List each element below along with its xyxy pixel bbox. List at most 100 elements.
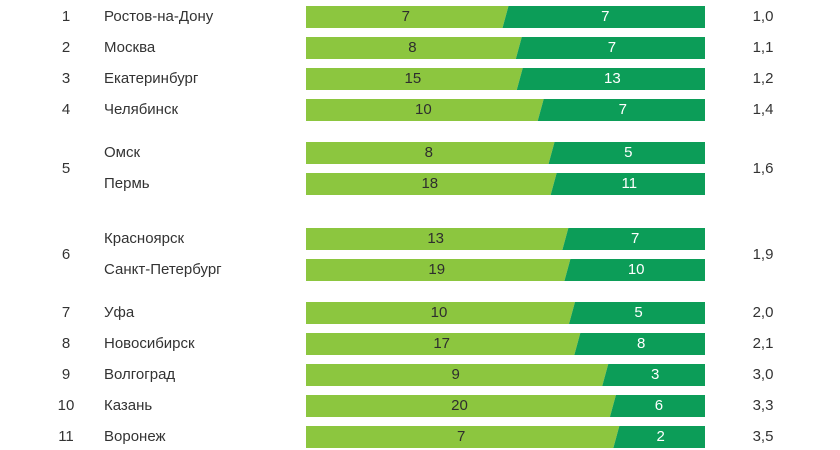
bar-segment-b <box>609 395 705 417</box>
bar-row <box>306 259 705 281</box>
bar-segment-b <box>537 99 705 121</box>
rank-number: 7 <box>61 304 71 321</box>
bar-row <box>306 99 705 121</box>
city-label: Казань <box>104 397 153 414</box>
bar-segment-a <box>306 6 509 28</box>
value-label-a: 13 <box>427 230 445 247</box>
ratio-value: 2,0 <box>752 304 774 321</box>
rank-number: 3 <box>61 70 71 87</box>
value-label-a: 10 <box>415 101 432 118</box>
value-label-b: 8 <box>636 335 646 352</box>
rank-number: 4 <box>61 101 71 118</box>
value-label-a: 7 <box>401 8 410 25</box>
bar-segment-b <box>548 142 705 164</box>
bar-segment-b <box>613 426 705 448</box>
value-label-b: 6 <box>654 397 664 414</box>
bar-segment-a <box>306 173 557 195</box>
bar-segment-b <box>602 364 705 386</box>
bar-segment-b <box>569 302 705 324</box>
value-label-b: 7 <box>607 39 617 56</box>
bar-segment-a <box>306 333 581 355</box>
value-label-b: 5 <box>634 304 643 321</box>
city-label: Пермь <box>104 175 150 192</box>
bar-segment-a <box>306 142 555 164</box>
bar-segment-a <box>306 259 571 281</box>
bar-segment-a <box>306 228 569 250</box>
bar-row <box>306 364 705 386</box>
bar-row <box>306 228 705 250</box>
city-label: Красноярск <box>104 230 185 247</box>
value-label-a: 9 <box>451 366 460 383</box>
rank-number: 6 <box>61 245 71 263</box>
bar-segment-b <box>502 6 705 28</box>
ratio-value: 1,1 <box>752 39 774 56</box>
value-label-a: 8 <box>424 144 433 161</box>
bar-segment-b <box>564 259 705 281</box>
bar-row <box>306 173 705 195</box>
city-label: Москва <box>104 39 156 56</box>
rank-number: 1 <box>61 8 71 25</box>
city-label: Ростов-на-Дону <box>104 8 214 25</box>
value-label-b: 5 <box>624 144 633 161</box>
bar-segment-b <box>515 37 705 59</box>
value-label-a: 17 <box>433 335 450 352</box>
city-label: Волгоград <box>104 366 176 383</box>
value-label-b: 3 <box>650 366 660 383</box>
bar-segment-a <box>306 99 544 121</box>
bar-segment-a <box>306 37 522 59</box>
bar-segment-a <box>306 302 575 324</box>
bar-segment-b <box>550 173 705 195</box>
bar-segment-a <box>306 364 609 386</box>
value-label-a: 20 <box>451 397 468 414</box>
bar-segment-a <box>306 426 620 448</box>
city-label: Воронеж <box>104 428 166 445</box>
bar-segment-a <box>306 68 523 90</box>
city-label: Екатеринбург <box>104 70 199 87</box>
bar-segment-b <box>574 333 705 355</box>
value-label-a: 15 <box>404 70 422 87</box>
city-label: Омск <box>104 144 141 161</box>
bar-row <box>306 333 705 355</box>
bar-row <box>306 37 705 59</box>
city-label: Челябинск <box>104 101 179 118</box>
rank-number: 10 <box>57 397 75 414</box>
ratio-value: 3,3 <box>752 397 774 414</box>
ratio-value: 3,5 <box>752 428 774 445</box>
ratio-value: 1,6 <box>752 159 774 177</box>
bar-row <box>306 68 705 90</box>
value-label-b: 13 <box>604 70 621 87</box>
value-label-b: 7 <box>630 230 640 247</box>
value-label-b: 11 <box>621 175 638 192</box>
value-label-a: 18 <box>421 175 439 192</box>
rank-number: 5 <box>61 159 71 177</box>
ratio-value: 1,0 <box>752 8 774 25</box>
value-label-b: 2 <box>656 428 665 445</box>
bar-row <box>306 395 705 417</box>
ratio-value: 1,4 <box>752 101 774 118</box>
city-label: Уфа <box>104 304 135 321</box>
value-label-a: 10 <box>430 304 448 321</box>
value-label-a: 8 <box>408 39 417 56</box>
rank-number: 2 <box>61 39 71 56</box>
city-label: Санкт-Петербург <box>104 261 222 278</box>
bar-row <box>306 426 705 448</box>
city-label: Новосибирск <box>104 335 195 352</box>
bar-row <box>306 142 705 164</box>
bar-row <box>306 302 705 324</box>
value-label-a: 19 <box>428 261 446 278</box>
value-label-a: 7 <box>456 428 466 445</box>
ratio-value: 1,2 <box>752 70 774 87</box>
value-label-b: 10 <box>627 261 645 278</box>
ratio-value: 2,1 <box>752 335 774 352</box>
bar-segment-a <box>306 395 616 417</box>
bar-row <box>306 6 705 28</box>
bar-segment-b <box>562 228 705 250</box>
rank-number: 11 <box>58 428 74 445</box>
value-label-b: 7 <box>601 8 610 25</box>
value-label-b: 7 <box>618 101 628 118</box>
rank-number: 8 <box>61 335 71 352</box>
ratio-value: 3,0 <box>752 366 774 383</box>
bar-segment-b <box>516 68 705 90</box>
rank-number: 9 <box>61 366 71 383</box>
